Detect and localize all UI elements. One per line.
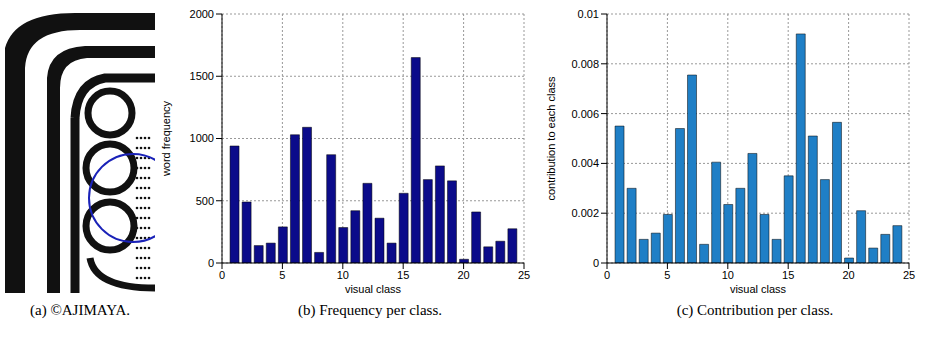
svg-text:visual class: visual class xyxy=(345,283,402,295)
svg-text:500: 500 xyxy=(196,195,214,207)
svg-text:25: 25 xyxy=(518,269,530,281)
svg-text:0.004: 0.004 xyxy=(571,157,599,169)
svg-text:0.008: 0.008 xyxy=(571,58,599,70)
svg-text:word frequency: word frequency xyxy=(160,100,172,177)
svg-text:5: 5 xyxy=(279,269,285,281)
svg-text:visual class: visual class xyxy=(730,283,787,295)
svg-text:1500: 1500 xyxy=(190,70,214,82)
svg-text:10: 10 xyxy=(337,269,349,281)
svg-text:0.002: 0.002 xyxy=(571,207,599,219)
svg-text:0.006: 0.006 xyxy=(571,108,599,120)
svg-text:1000: 1000 xyxy=(190,132,214,144)
svg-text:10: 10 xyxy=(722,269,734,281)
svg-text:0: 0 xyxy=(593,257,599,269)
svg-text:2000: 2000 xyxy=(190,8,214,20)
svg-text:15: 15 xyxy=(782,269,794,281)
html-text:(a) ©AJIMAYA.: (a) ©AJIMAYA. xyxy=(30,302,130,318)
svg-text:0: 0 xyxy=(219,269,225,281)
svg-text:25: 25 xyxy=(903,269,915,281)
html-text:(c) Contribution per class.: (c) Contribution per class. xyxy=(676,302,834,318)
svg-text:contribution to each class: contribution to each class xyxy=(545,76,557,201)
svg-text:0: 0 xyxy=(208,257,214,269)
svg-text:20: 20 xyxy=(457,269,469,281)
html-text:(b) Frequency per class.: (b) Frequency per class. xyxy=(297,302,443,318)
svg-text:5: 5 xyxy=(664,269,670,281)
svg-text:0.01: 0.01 xyxy=(578,8,599,20)
svg-text:15: 15 xyxy=(397,269,409,281)
svg-text:0: 0 xyxy=(604,269,610,281)
svg-text:20: 20 xyxy=(842,269,854,281)
